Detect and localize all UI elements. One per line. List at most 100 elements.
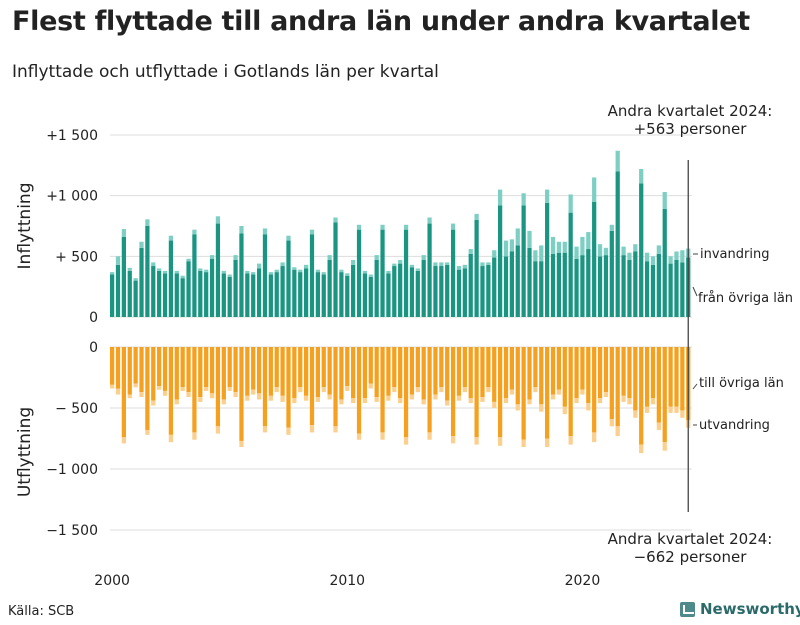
bar-in-immigration	[321, 272, 326, 275]
bar-out-domestic	[480, 347, 485, 398]
bar-in-immigration	[362, 270, 368, 274]
bar-out-domestic	[380, 347, 385, 433]
bar-in-domestic	[527, 247, 532, 317]
bar-out-emigration	[409, 394, 415, 400]
bar-in-immigration	[674, 251, 679, 260]
bar-out-emigration	[251, 389, 256, 395]
bar-out-domestic	[668, 347, 673, 407]
bar-out-emigration	[304, 395, 309, 401]
bar-out-domestic	[492, 347, 497, 402]
bar-out-domestic	[280, 347, 285, 396]
bar-in-immigration	[233, 255, 238, 260]
bar-out-domestic	[274, 347, 279, 388]
bar-in-domestic	[409, 267, 415, 317]
bar-out-emigration	[368, 383, 373, 389]
bar-in-immigration	[274, 269, 279, 273]
bar-out-emigration	[597, 398, 603, 404]
bar-out-domestic	[162, 347, 168, 391]
bar-in-domestic	[492, 257, 497, 317]
bar-out-emigration	[215, 426, 221, 434]
bar-in-domestic	[562, 252, 567, 317]
bar-in-domestic	[256, 268, 262, 317]
bar-in-domestic	[351, 264, 356, 317]
chart-title: Flest flyttade till andra län under andr…	[12, 6, 750, 37]
bar-out-emigration	[256, 393, 262, 400]
bar-in-domestic	[639, 183, 644, 317]
bar-in-domestic	[374, 259, 379, 317]
bar-out-emigration	[639, 444, 644, 454]
bar-out-emigration	[521, 439, 526, 448]
bar-out-emigration	[345, 386, 350, 391]
bar-in-immigration	[539, 245, 544, 262]
bar-in-immigration	[186, 258, 191, 262]
bar-out-emigration	[680, 410, 685, 418]
annotation-bottom-line2: −662 personer	[634, 548, 748, 566]
bar-out-emigration	[562, 406, 567, 415]
bar-in-domestic	[556, 252, 562, 317]
bar-in-domestic	[227, 276, 232, 317]
bar-out-emigration	[180, 387, 185, 391]
bar-out-emigration	[292, 398, 297, 404]
bar-in-domestic	[545, 202, 550, 317]
bar-in-immigration	[157, 268, 162, 271]
bar-out-domestic	[251, 347, 256, 390]
bar-out-domestic	[351, 347, 356, 399]
bar-in-immigration	[586, 232, 591, 250]
bar-out-emigration	[239, 440, 244, 448]
bar-out-emigration	[204, 387, 209, 391]
bar-in-domestic	[450, 229, 456, 317]
bar-out-domestic	[468, 347, 473, 399]
bar-out-emigration	[603, 392, 609, 398]
bar-in-domestic	[315, 272, 320, 317]
bar-out-domestic	[680, 347, 685, 411]
bar-out-emigration	[627, 398, 632, 405]
bar-out-domestic	[639, 347, 644, 445]
bar-out-domestic	[656, 347, 661, 423]
bar-out-domestic	[597, 347, 603, 399]
bar-out-domestic	[368, 347, 373, 384]
bar-out-domestic	[339, 347, 344, 400]
chart-subtitle: Inflyttade och utflyttade i Gotlands län…	[12, 62, 439, 82]
bar-out-domestic	[204, 347, 209, 388]
bar-in-domestic	[321, 274, 326, 317]
bar-in-domestic	[121, 236, 126, 317]
y-tick-label-bottom: −1 000	[46, 462, 98, 478]
bar-in-domestic	[362, 273, 368, 317]
bar-in-immigration	[574, 246, 579, 259]
bar-out-domestic	[609, 347, 614, 419]
bar-out-domestic	[386, 347, 391, 396]
bar-in-immigration	[245, 270, 250, 274]
bar-in-domestic	[309, 234, 315, 317]
bar-in-immigration	[133, 278, 138, 281]
bar-in-immigration	[327, 255, 332, 260]
bar-out-domestic	[509, 347, 514, 390]
bar-in-immigration	[462, 264, 467, 269]
bar-out-domestic	[615, 347, 620, 427]
bar-in-immigration	[427, 217, 432, 224]
bar-out-domestic	[180, 347, 185, 388]
bar-in-domestic	[268, 274, 273, 317]
x-tick-label: 2000	[94, 573, 130, 589]
bar-in-domestic	[674, 259, 679, 317]
bar-out-emigration	[498, 437, 503, 446]
bar-out-emigration	[133, 383, 138, 388]
bar-in-immigration	[115, 256, 121, 265]
bar-in-immigration	[656, 245, 661, 254]
bar-in-immigration	[492, 250, 497, 258]
bar-out-emigration	[356, 433, 362, 440]
bar-in-domestic	[262, 234, 268, 317]
bar-out-domestic	[245, 347, 250, 396]
bar-out-domestic	[262, 347, 268, 427]
bar-out-emigration	[351, 398, 356, 404]
bar-out-domestic	[439, 347, 444, 388]
bar-in-domestic	[245, 273, 250, 317]
bar-out-emigration	[157, 386, 162, 390]
bar-out-emigration	[392, 387, 397, 393]
bar-out-emigration	[186, 392, 191, 398]
bar-in-domestic	[115, 264, 121, 317]
bar-out-domestic	[527, 347, 532, 400]
bar-in-domestic	[151, 266, 156, 317]
bar-in-domestic	[233, 259, 238, 317]
bar-in-domestic	[480, 266, 485, 317]
bar-in-domestic	[368, 276, 373, 317]
